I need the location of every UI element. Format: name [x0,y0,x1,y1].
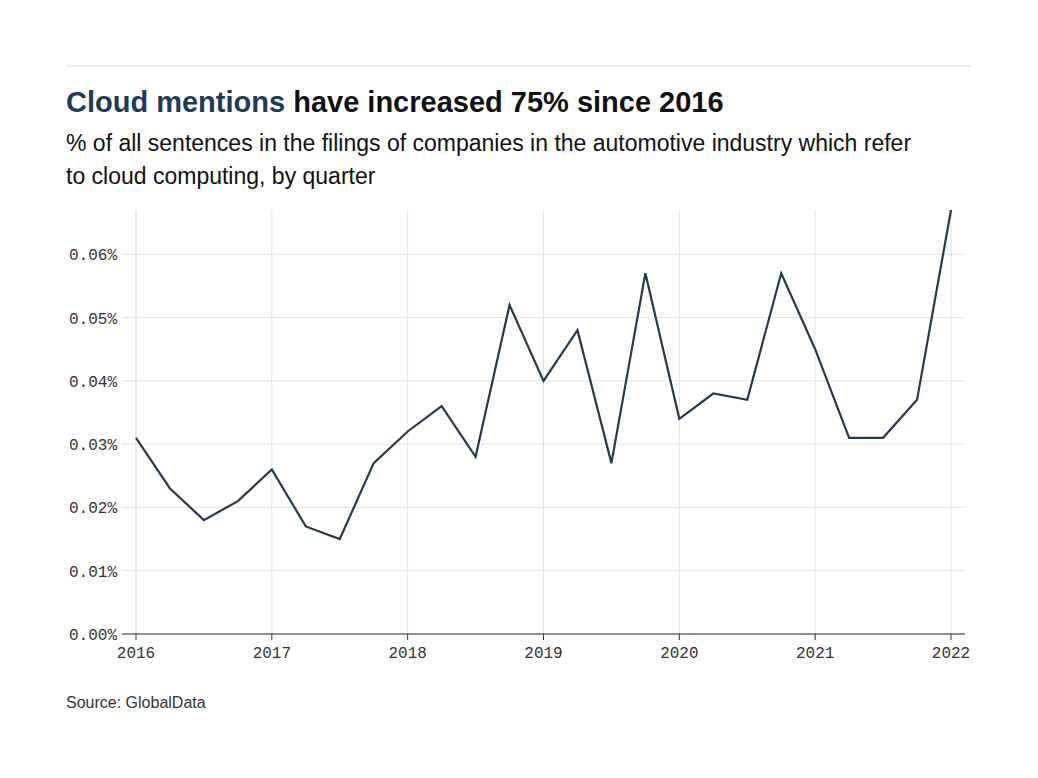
x-grid-line [407,210,408,634]
source: Source: GlobalData [66,694,206,711]
chart: Cloud mentions have increased 75% since … [0,0,1038,778]
x-tick-label: 2022 [932,645,970,663]
x-tick-mark [679,634,680,640]
x-grid-line [271,210,272,634]
x-grid-line [543,210,544,634]
x-tick-label: 2016 [117,645,155,663]
y-tick-label: 0.00% [69,627,117,645]
x-tick-label: 2021 [796,645,834,663]
x-tick-mark [815,634,816,640]
x-tick-mark [271,634,272,640]
x-grid-line [951,210,952,634]
subtitle: % of all sentences in the filings of com… [66,130,911,189]
top-rule [66,66,972,67]
x-tick-label: 2020 [660,645,698,663]
y-tick-label: 0.01% [69,564,117,582]
data-line [136,210,951,539]
x-grid-line [136,210,137,634]
x-tick-label: 2018 [388,645,426,663]
x-tick-mark [407,634,408,640]
y-tick-label: 0.05% [69,311,117,329]
y-tick-label: 0.04% [69,374,117,392]
x-tick-label: 2019 [524,645,562,663]
grid [122,210,965,634]
y-tick-label: 0.06% [69,247,117,265]
x-grid-line [679,210,680,634]
x-tick-label: 2017 [253,645,291,663]
x-axis-line [122,633,965,634]
subtitle-line: to cloud computing, by quarter [66,163,376,189]
y-grid-line [122,634,965,635]
y-axis-line [136,210,137,634]
title-rest: have increased 75% since 2016 [285,86,724,118]
x-grid-line [815,210,816,634]
plot-area [136,210,951,539]
y-tick-label: 0.03% [69,437,117,455]
subtitle-line: % of all sentences in the filings of com… [66,130,911,156]
y-tick-label: 0.02% [69,500,117,518]
x-tick-mark [951,634,952,640]
title-highlight: Cloud mentions [66,86,285,118]
title: Cloud mentions have increased 75% since … [66,86,724,118]
x-tick-mark [543,634,544,640]
x-tick-mark [136,634,137,640]
